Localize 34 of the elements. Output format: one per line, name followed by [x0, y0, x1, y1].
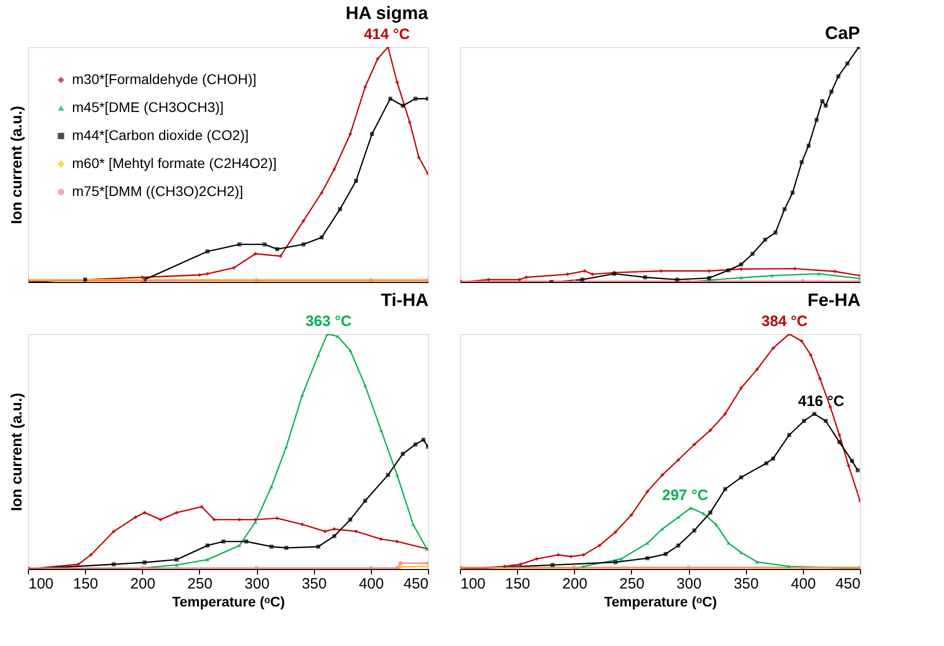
- chart-title: Ti-HA: [380, 290, 428, 310]
- annotation: 297 °C: [662, 486, 708, 504]
- chart-title: Fe-HA: [808, 290, 860, 310]
- annotation: 384 °C: [762, 313, 808, 330]
- x-tick-label: 450: [835, 576, 860, 592]
- chart-title: HA sigma: [346, 3, 429, 23]
- x-tick-label: 250: [619, 576, 644, 592]
- x-tick-label: 350: [734, 576, 759, 592]
- x-tick-label: 400: [358, 576, 384, 592]
- x-tick-label: 300: [244, 576, 270, 592]
- legend-label: m75*[DMM ((CH3O)2CH2)]: [72, 183, 244, 199]
- legend-label: m44*[Carbon dioxide (CO2)]: [72, 127, 249, 143]
- annotation: 416 °C: [798, 392, 844, 410]
- x-tick-label: 350: [302, 576, 327, 592]
- x-tick-label: 200: [130, 576, 156, 592]
- annotation: 414 °C: [364, 26, 410, 43]
- x-tick-label: 150: [505, 576, 530, 592]
- x-tick-label: 400: [790, 576, 816, 592]
- x-tick-label: 450: [403, 576, 428, 592]
- x-tick-label: 150: [73, 576, 98, 592]
- x-tick-label: 300: [676, 576, 702, 592]
- x-axis-title: Temperature (ᵒC): [604, 594, 717, 610]
- legend-label: m30*[Formaldehyde (CHOH)]: [72, 71, 256, 87]
- legend-label: m45*[DME (CH3OCH3)]: [72, 99, 224, 115]
- annotation: 363 °C: [306, 313, 352, 330]
- x-axis-title: Temperature (ᵒC): [172, 594, 285, 610]
- y-axis-title: Ion current (a.u.): [8, 106, 26, 224]
- chart-title: CaP: [824, 23, 860, 43]
- y-axis-title: Ion current (a.u.): [8, 392, 26, 512]
- x-tick-label: 200: [562, 576, 588, 592]
- x-tick-label: 100: [460, 576, 486, 592]
- x-tick-label: 250: [187, 576, 212, 592]
- x-tick-label: 100: [28, 576, 54, 592]
- legend-label: m60* [Mehtyl formate (C2H4O2)]: [72, 155, 277, 171]
